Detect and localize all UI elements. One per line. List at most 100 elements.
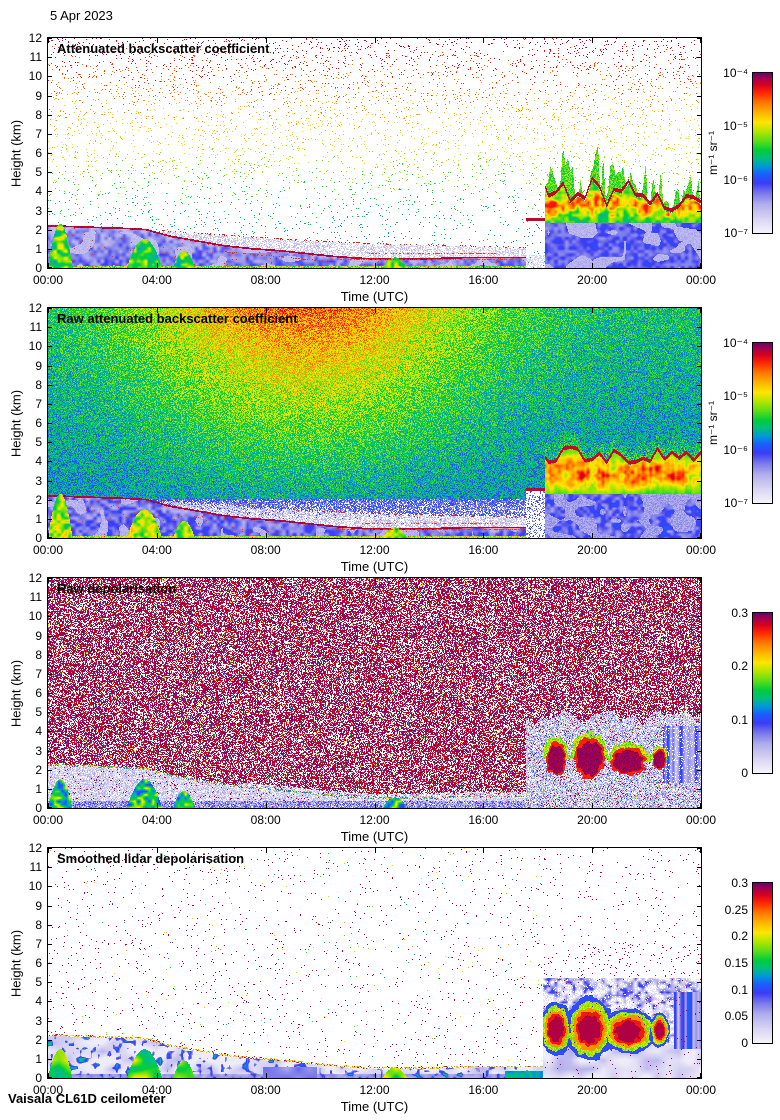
y-tick-label: 11 bbox=[29, 50, 42, 65]
colorbar-gradient bbox=[753, 613, 772, 773]
x-tick-label: 12:00 bbox=[359, 1083, 390, 1097]
x-tick-label: 16:00 bbox=[468, 813, 499, 827]
colorbar-tick-label: 0.1 bbox=[731, 712, 748, 727]
panel-title: Raw depolarisation bbox=[57, 581, 177, 596]
colorbar-raw-attenuated-backscatter bbox=[752, 342, 773, 504]
y-tick-label: 2 bbox=[35, 1032, 42, 1047]
y-tick-label: 8 bbox=[35, 917, 42, 932]
y-tick-label: 12 bbox=[28, 301, 42, 315]
colorbar-tick-label: 10⁻⁴ bbox=[723, 336, 748, 350]
x-tick-label: 08:00 bbox=[250, 273, 281, 287]
x-axis-label: Time (UTC) bbox=[340, 1099, 409, 1114]
y-tick-label: 11 bbox=[29, 320, 42, 335]
x-tick-label: 04:00 bbox=[141, 273, 172, 287]
y-tick-label: 3 bbox=[35, 1013, 42, 1028]
x-tick-label: 08:00 bbox=[250, 1083, 281, 1097]
y-tick-label: 5 bbox=[35, 705, 42, 720]
heatmap-canvas-attenuated-backscatter bbox=[48, 38, 701, 268]
colorbar-tick-label: 0.3 bbox=[731, 606, 748, 620]
y-tick-label: 8 bbox=[35, 377, 42, 392]
y-tick-label: 1 bbox=[35, 781, 42, 796]
y-tick-label: 11 bbox=[29, 590, 42, 605]
y-tick-label: 1 bbox=[35, 1051, 42, 1066]
x-tick-label: 00:00 bbox=[685, 813, 717, 827]
x-axis-label: Time (UTC) bbox=[340, 559, 409, 574]
y-tick-label: 6 bbox=[35, 146, 42, 160]
colorbar-tick-label: 0.1 bbox=[731, 982, 748, 997]
y-tick-label: 2 bbox=[35, 762, 42, 777]
colorbar-tick-label: 10⁻⁶ bbox=[723, 172, 748, 187]
colorbar-tick-label: 10⁻⁵ bbox=[723, 119, 748, 134]
x-tick-label: 20:00 bbox=[577, 543, 608, 557]
x-tick-label: 00:00 bbox=[32, 543, 64, 557]
colorbar-tick-label: 10⁻⁶ bbox=[723, 442, 748, 457]
x-tick-label: 20:00 bbox=[577, 813, 608, 827]
y-tick-label: 1 bbox=[35, 241, 42, 256]
colorbar-tick-label: 0.2 bbox=[731, 659, 748, 674]
y-tick-label: 6 bbox=[35, 956, 42, 970]
y-tick-label: 2 bbox=[35, 492, 42, 507]
x-tick-label: 00:00 bbox=[685, 543, 717, 557]
instrument-label: Vaisala CL61D ceilometer bbox=[8, 1091, 166, 1106]
y-tick-label: 10 bbox=[28, 609, 42, 624]
y-tick-label: 10 bbox=[28, 69, 42, 84]
y-tick-label: 0 bbox=[35, 1071, 42, 1085]
colorbar-tick-label: 0.05 bbox=[724, 1009, 748, 1024]
y-tick-label: 1 bbox=[35, 511, 42, 526]
x-tick-label: 12:00 bbox=[359, 543, 390, 557]
y-tick-label: 8 bbox=[35, 647, 42, 662]
y-tick-label: 0 bbox=[35, 261, 42, 275]
colorbar-tick-label: 0.15 bbox=[724, 956, 748, 970]
colorbar-tick-label: 0.2 bbox=[731, 929, 748, 944]
x-tick-label: 04:00 bbox=[141, 1083, 172, 1097]
heatmap-canvas-smoothed-depolarisation bbox=[48, 848, 701, 1078]
y-tick-label: 0 bbox=[35, 531, 42, 545]
x-tick-label: 16:00 bbox=[468, 543, 499, 557]
date-label: 5 Apr 2023 bbox=[50, 8, 113, 23]
x-tick-label: 00:00 bbox=[685, 1083, 717, 1097]
y-tick-label: 12 bbox=[28, 571, 42, 585]
y-tick-label: 6 bbox=[35, 416, 42, 430]
y-tick-label: 9 bbox=[35, 628, 42, 643]
colorbar-attenuated-backscatter bbox=[752, 72, 773, 234]
panel-title: Raw attenuated backscatter coefficient bbox=[57, 311, 298, 326]
y-tick-label: 5 bbox=[35, 975, 42, 990]
y-tick-label: 9 bbox=[35, 358, 42, 373]
x-axis-label: Time (UTC) bbox=[340, 289, 409, 304]
colorbar-gradient bbox=[753, 343, 772, 503]
x-tick-label: 20:00 bbox=[577, 1083, 608, 1097]
x-tick-label: 00:00 bbox=[685, 273, 717, 287]
x-tick-label: 00:00 bbox=[32, 813, 64, 827]
colorbar-tick-label: 10⁻⁷ bbox=[723, 496, 748, 510]
colorbar-tick-label: 0 bbox=[741, 766, 748, 780]
x-axis-label: Time (UTC) bbox=[340, 829, 409, 844]
y-tick-label: 3 bbox=[35, 743, 42, 758]
panel-title: Attenuated backscatter coefficient bbox=[57, 41, 270, 56]
colorbar-tick-label: 10⁻⁷ bbox=[723, 226, 748, 240]
y-tick-label: 11 bbox=[29, 860, 42, 875]
y-tick-label: 7 bbox=[35, 936, 42, 951]
plot-area-smoothed-depolarisation: Smoothed lidar depolarisation bbox=[47, 847, 702, 1079]
y-tick-label: 3 bbox=[35, 473, 42, 488]
x-tick-label: 08:00 bbox=[250, 813, 281, 827]
heatmap-canvas-raw-attenuated-backscatter bbox=[48, 308, 701, 538]
y-tick-label: 9 bbox=[35, 88, 42, 103]
colorbar-tick-label: 0.25 bbox=[724, 902, 748, 917]
colorbar-tick-label: 10⁻⁵ bbox=[723, 389, 748, 404]
colorbar-tick-label: 0 bbox=[741, 1036, 748, 1050]
y-tick-label: 5 bbox=[35, 435, 42, 450]
x-tick-label: 04:00 bbox=[141, 813, 172, 827]
y-tick-label: 8 bbox=[35, 107, 42, 122]
y-tick-label: 0 bbox=[35, 801, 42, 815]
colorbar-smoothed-depolarisation bbox=[752, 882, 773, 1044]
x-tick-label: 20:00 bbox=[577, 273, 608, 287]
x-tick-label: 12:00 bbox=[359, 813, 390, 827]
y-tick-label: 7 bbox=[35, 396, 42, 411]
x-tick-label: 16:00 bbox=[468, 273, 499, 287]
y-tick-label: 12 bbox=[28, 841, 42, 855]
x-tick-label: 00:00 bbox=[32, 273, 64, 287]
y-tick-label: 4 bbox=[35, 994, 42, 1009]
y-tick-label: 10 bbox=[28, 879, 42, 894]
x-tick-label: 00:00 bbox=[32, 1083, 64, 1097]
